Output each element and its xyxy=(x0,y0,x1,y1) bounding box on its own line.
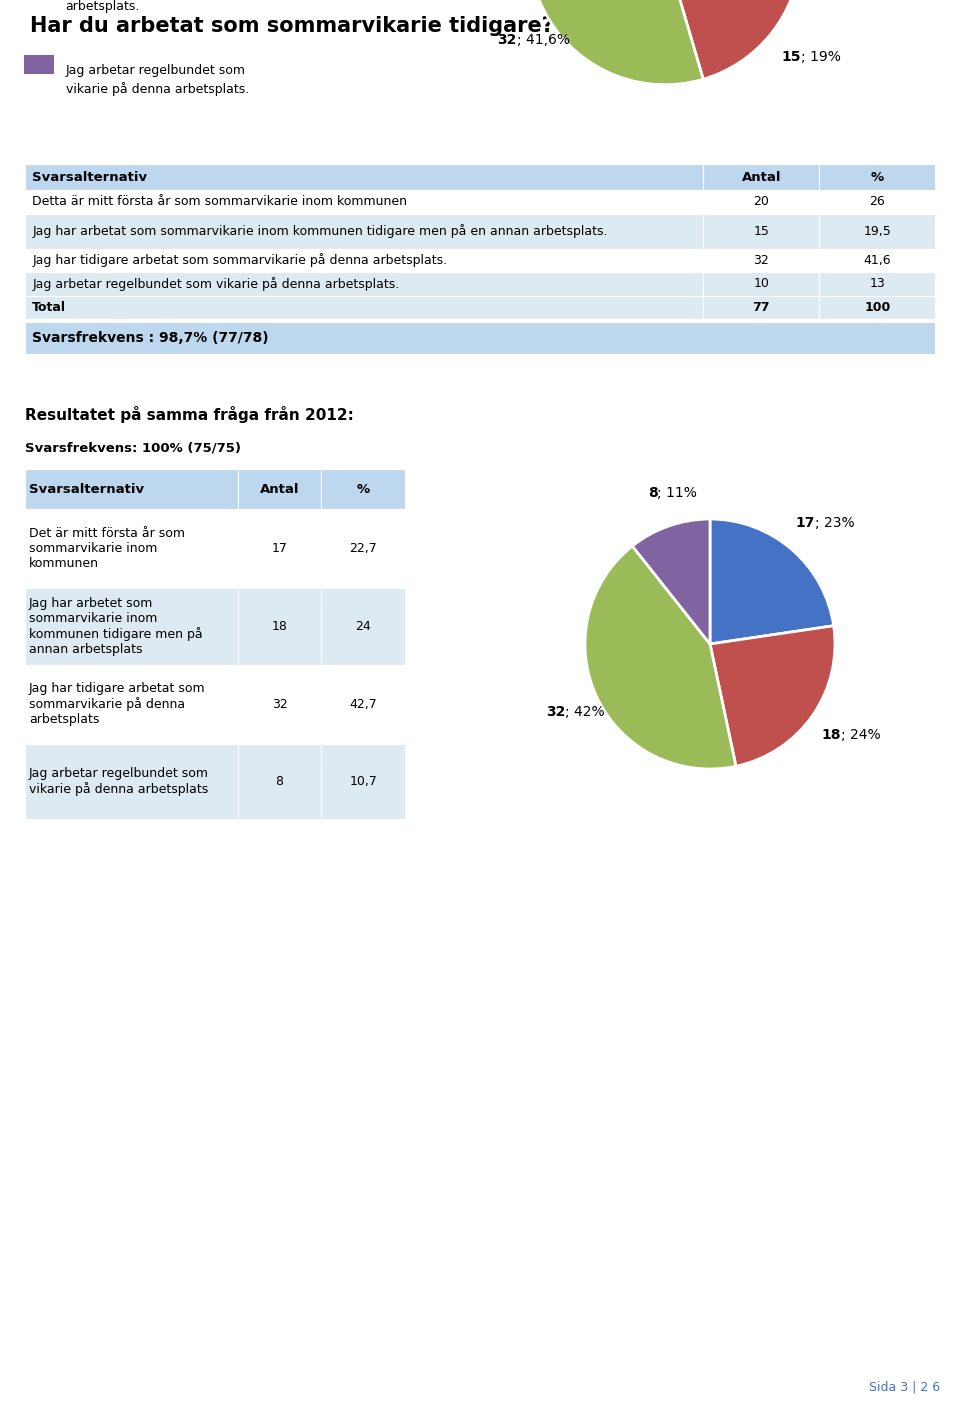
Text: 17: 17 xyxy=(795,516,814,530)
Text: 15: 15 xyxy=(754,224,769,238)
Wedge shape xyxy=(633,519,710,644)
FancyBboxPatch shape xyxy=(25,163,703,190)
Text: 42,7: 42,7 xyxy=(349,697,377,712)
Text: Total: Total xyxy=(33,300,66,314)
Text: Resultatet på samma fråga från 2012:: Resultatet på samma fråga från 2012: xyxy=(25,406,354,423)
Text: 77: 77 xyxy=(753,300,770,314)
FancyBboxPatch shape xyxy=(820,272,935,296)
Text: Jag arbetar regelbundet som
vikarie på denna arbetsplats.: Jag arbetar regelbundet som vikarie på d… xyxy=(65,65,249,96)
FancyBboxPatch shape xyxy=(703,296,820,318)
Text: 32: 32 xyxy=(754,254,769,266)
Text: %: % xyxy=(871,170,884,183)
Bar xyxy=(24,55,54,75)
Text: Antal: Antal xyxy=(260,483,300,496)
Text: Svarsalternativ: Svarsalternativ xyxy=(33,170,148,183)
Text: Jag har arbetet som
sommarvikarie inom
kommunen tidigare men på
annan arbetsplat: Jag har arbetet som sommarvikarie inom k… xyxy=(29,597,203,657)
FancyBboxPatch shape xyxy=(25,272,703,296)
FancyBboxPatch shape xyxy=(25,588,238,665)
FancyBboxPatch shape xyxy=(703,214,820,249)
Text: Jag arbetar regelbundet som vikarie på denna arbetsplats.: Jag arbetar regelbundet som vikarie på d… xyxy=(33,278,399,290)
FancyBboxPatch shape xyxy=(322,469,405,509)
Text: ; 42%: ; 42% xyxy=(565,704,605,719)
Text: 32: 32 xyxy=(272,697,287,712)
FancyBboxPatch shape xyxy=(820,163,935,190)
Text: Antal: Antal xyxy=(741,170,780,183)
FancyBboxPatch shape xyxy=(238,469,322,509)
Text: 32: 32 xyxy=(497,32,517,46)
Wedge shape xyxy=(529,0,704,85)
Text: Jag har arbetat som sommarvikarie inom kommunen tidigare men på en annan arbetsp: Jag har arbetat som sommarvikarie inom k… xyxy=(33,224,608,238)
Text: 19,5: 19,5 xyxy=(863,224,891,238)
FancyBboxPatch shape xyxy=(703,163,820,190)
Text: Jag arbetar regelbundet som
vikarie på denna arbetsplats: Jag arbetar regelbundet som vikarie på d… xyxy=(29,766,209,796)
Text: Jag har tidigare arbetat som
sommarvikarie på denna
arbetsplats.: Jag har tidigare arbetat som sommarvikar… xyxy=(65,0,242,13)
FancyBboxPatch shape xyxy=(820,249,935,272)
Text: ; 41,6%: ; 41,6% xyxy=(517,32,570,46)
Text: ; 24%: ; 24% xyxy=(841,728,881,743)
FancyBboxPatch shape xyxy=(322,665,405,744)
Text: Svarsalternativ: Svarsalternativ xyxy=(29,483,144,496)
FancyBboxPatch shape xyxy=(820,190,935,214)
Text: 20: 20 xyxy=(754,196,769,209)
Text: Jag har tidigare arbetat som
sommarvikarie på denna
arbetsplats: Jag har tidigare arbetat som sommarvikar… xyxy=(29,682,205,727)
FancyBboxPatch shape xyxy=(322,509,405,588)
Text: 18: 18 xyxy=(272,620,288,633)
Text: 10: 10 xyxy=(754,278,769,290)
Text: 13: 13 xyxy=(870,278,885,290)
Text: Sida 3 | 2 6: Sida 3 | 2 6 xyxy=(869,1381,940,1394)
FancyBboxPatch shape xyxy=(703,249,820,272)
Text: Jag har tidigare arbetat som sommarvikarie på denna arbetsplats.: Jag har tidigare arbetat som sommarvikar… xyxy=(33,254,447,268)
FancyBboxPatch shape xyxy=(238,588,322,665)
Text: Svarsfrekvens: 100% (75/75): Svarsfrekvens: 100% (75/75) xyxy=(25,442,241,455)
Text: 18: 18 xyxy=(822,728,841,743)
FancyBboxPatch shape xyxy=(25,509,238,588)
Text: 8: 8 xyxy=(276,775,283,788)
Text: 22,7: 22,7 xyxy=(349,542,377,555)
Wedge shape xyxy=(665,0,801,79)
Wedge shape xyxy=(710,626,835,766)
Text: 32: 32 xyxy=(546,704,565,719)
Text: 8: 8 xyxy=(648,486,658,500)
Text: Det är mitt första år som
sommarvikarie inom
kommunen: Det är mitt första år som sommarvikarie … xyxy=(29,527,184,571)
FancyBboxPatch shape xyxy=(238,744,322,819)
FancyBboxPatch shape xyxy=(238,665,322,744)
Text: ; 11%: ; 11% xyxy=(658,486,697,500)
Wedge shape xyxy=(585,547,736,769)
FancyBboxPatch shape xyxy=(25,190,703,214)
FancyBboxPatch shape xyxy=(25,469,238,509)
Text: 15: 15 xyxy=(781,51,801,65)
Text: %: % xyxy=(356,483,370,496)
FancyBboxPatch shape xyxy=(25,744,238,819)
Text: 17: 17 xyxy=(272,542,288,555)
FancyBboxPatch shape xyxy=(238,509,322,588)
Text: ; 19%: ; 19% xyxy=(801,51,841,65)
Text: 10,7: 10,7 xyxy=(349,775,377,788)
Text: 41,6: 41,6 xyxy=(863,254,891,266)
Text: ; 23%: ; 23% xyxy=(814,516,854,530)
FancyBboxPatch shape xyxy=(703,190,820,214)
FancyBboxPatch shape xyxy=(25,296,703,318)
FancyBboxPatch shape xyxy=(322,744,405,819)
Wedge shape xyxy=(710,519,833,644)
FancyBboxPatch shape xyxy=(25,214,703,249)
FancyBboxPatch shape xyxy=(25,665,238,744)
FancyBboxPatch shape xyxy=(25,323,935,354)
FancyBboxPatch shape xyxy=(820,214,935,249)
Text: 100: 100 xyxy=(864,300,890,314)
Text: Svarsfrekvens : 98,7% (77/78): Svarsfrekvens : 98,7% (77/78) xyxy=(33,331,269,345)
FancyBboxPatch shape xyxy=(703,272,820,296)
FancyBboxPatch shape xyxy=(25,249,703,272)
Text: Detta är mitt första år som sommarvikarie inom kommunen: Detta är mitt första år som sommarvikari… xyxy=(33,196,407,209)
FancyBboxPatch shape xyxy=(322,588,405,665)
Text: Har du arbetat som sommarvikarie tidigare?: Har du arbetat som sommarvikarie tidigar… xyxy=(30,17,554,37)
Text: 24: 24 xyxy=(355,620,372,633)
FancyBboxPatch shape xyxy=(820,296,935,318)
Text: 26: 26 xyxy=(870,196,885,209)
